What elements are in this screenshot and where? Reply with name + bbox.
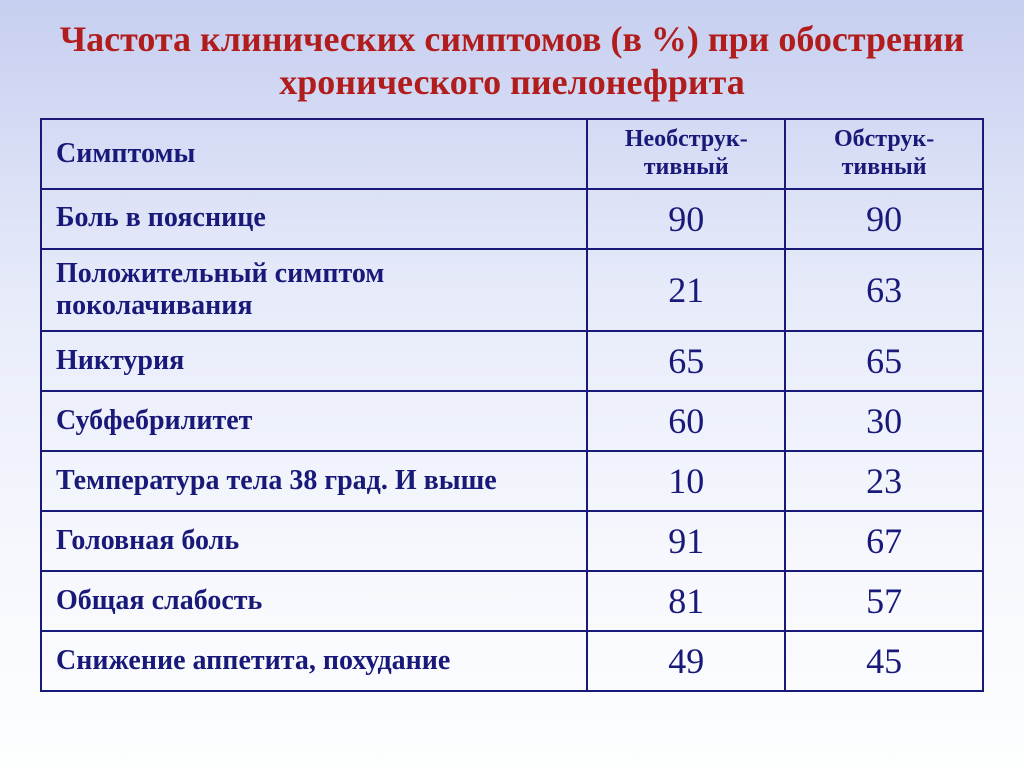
symptom-cell: Боль в пояснице [41, 189, 587, 249]
non-obstructive-cell: 60 [587, 391, 785, 451]
obstructive-cell: 63 [785, 249, 983, 331]
slide-title: Частота клинических симптомов (в %) при … [40, 18, 984, 104]
table-row: Головная боль9167 [41, 511, 983, 571]
table-row: Общая слабость8157 [41, 571, 983, 631]
table-header-row: Симптомы Необструк-тивный Обструк-тивный [41, 119, 983, 188]
table-row: Никтурия6565 [41, 331, 983, 391]
symptom-cell: Общая слабость [41, 571, 587, 631]
table-row: Снижение аппетита, похудание4945 [41, 631, 983, 691]
col-header-obstructive: Обструк-тивный [785, 119, 983, 188]
obstructive-cell: 45 [785, 631, 983, 691]
obstructive-cell: 57 [785, 571, 983, 631]
non-obstructive-cell: 90 [587, 189, 785, 249]
non-obstructive-cell: 91 [587, 511, 785, 571]
slide: Частота клинических симптомов (в %) при … [0, 0, 1024, 767]
table-row: Боль в пояснице9090 [41, 189, 983, 249]
non-obstructive-cell: 21 [587, 249, 785, 331]
symptom-cell: Снижение аппетита, похудание [41, 631, 587, 691]
non-obstructive-cell: 10 [587, 451, 785, 511]
col-header-symptoms: Симптомы [41, 119, 587, 188]
symptoms-table: Симптомы Необструк-тивный Обструк-тивный… [40, 118, 984, 692]
symptom-cell: Никтурия [41, 331, 587, 391]
obstructive-cell: 23 [785, 451, 983, 511]
obstructive-cell: 30 [785, 391, 983, 451]
obstructive-cell: 67 [785, 511, 983, 571]
non-obstructive-cell: 65 [587, 331, 785, 391]
table-row: Субфебрилитет6030 [41, 391, 983, 451]
obstructive-cell: 65 [785, 331, 983, 391]
obstructive-cell: 90 [785, 189, 983, 249]
symptom-cell: Головная боль [41, 511, 587, 571]
table-row: Температура тела 38 град. И выше1023 [41, 451, 983, 511]
symptom-cell: Субфебрилитет [41, 391, 587, 451]
non-obstructive-cell: 49 [587, 631, 785, 691]
symptom-cell: Температура тела 38 град. И выше [41, 451, 587, 511]
table-row: Положительный симптом поколачивания2163 [41, 249, 983, 331]
col-header-non-obstructive: Необструк-тивный [587, 119, 785, 188]
non-obstructive-cell: 81 [587, 571, 785, 631]
symptom-cell: Положительный симптом поколачивания [41, 249, 587, 331]
